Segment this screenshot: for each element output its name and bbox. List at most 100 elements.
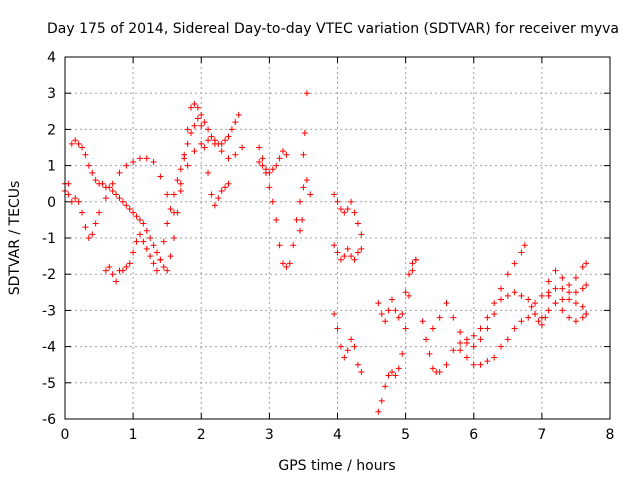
data-point [545, 292, 552, 299]
data-point [297, 198, 304, 205]
data-point [463, 339, 470, 346]
data-point [147, 253, 154, 260]
data-point [348, 336, 355, 343]
data-point [153, 267, 160, 274]
data-point [344, 245, 351, 252]
data-point [457, 347, 464, 354]
data-point [85, 235, 92, 241]
data-point [269, 166, 276, 173]
data-point [167, 206, 174, 213]
grid-layer [65, 57, 610, 419]
data-point [351, 256, 358, 263]
data-point [283, 263, 290, 270]
data-point [358, 231, 365, 238]
data-point [225, 155, 232, 162]
data-point [491, 311, 498, 318]
data-point [286, 260, 293, 267]
series-track-C [102, 115, 232, 285]
data-point [225, 180, 232, 187]
data-point [82, 224, 89, 231]
data-point [470, 361, 477, 368]
x-tick-label: 6 [469, 427, 478, 443]
series-track-I [331, 311, 365, 375]
data-point [426, 350, 433, 357]
tick-label-layer: 0 1 2 3 4 5 6 7 8 4 3 2 1 0 -1 -2 -3 -4 -5 -6 [42, 50, 614, 443]
data-point [552, 285, 559, 292]
data-point [399, 311, 406, 318]
data-point [457, 329, 464, 336]
data-point [273, 216, 280, 223]
data-point [211, 202, 218, 209]
data-point [113, 191, 120, 198]
data-point [177, 187, 184, 194]
data-point [331, 191, 338, 198]
x-axis-label: GPS time / hours [278, 458, 395, 474]
data-point [147, 235, 154, 241]
data-point [276, 155, 283, 162]
data-point [150, 158, 157, 165]
data-point [491, 354, 498, 361]
data-point [389, 296, 395, 303]
y-tick-label: -6 [42, 412, 56, 428]
data-point [354, 249, 361, 256]
data-point [102, 267, 109, 274]
data-point [188, 130, 195, 137]
y-tick-label: 2 [47, 122, 56, 138]
data-point [194, 115, 201, 122]
data-point [75, 140, 82, 147]
x-tick-label: 4 [333, 427, 342, 443]
data-point [301, 130, 308, 137]
data-point [303, 90, 310, 97]
data-point [123, 162, 130, 169]
data-point [116, 195, 123, 202]
data-point [389, 368, 395, 375]
data-point [126, 260, 133, 267]
data-point [299, 216, 306, 223]
data-point [378, 311, 385, 318]
data-point [65, 191, 72, 198]
data-point [191, 101, 198, 108]
series-track-D [256, 144, 314, 270]
data-point [215, 195, 222, 202]
data-point [102, 195, 109, 202]
data-point [392, 307, 399, 314]
data-point [382, 383, 389, 390]
data-point [392, 372, 399, 379]
data-point [300, 184, 307, 191]
data-point [273, 162, 280, 169]
data-point [99, 180, 106, 187]
data-point [528, 303, 535, 310]
data-point [334, 249, 341, 256]
data-point [208, 191, 215, 198]
data-point [143, 227, 150, 234]
data-point [395, 365, 402, 372]
chart-title: Day 175 of 2014, Sidereal Day-to-day VTE… [47, 21, 619, 37]
data-point [331, 311, 338, 318]
data-point [232, 151, 239, 158]
data-point [218, 140, 225, 147]
data-point [559, 274, 566, 281]
data-point [443, 361, 450, 368]
data-point [198, 111, 205, 118]
data-point [504, 271, 511, 278]
data-point [382, 318, 389, 325]
data-point [109, 271, 116, 278]
data-point [572, 300, 579, 307]
data-point [188, 104, 195, 111]
data-point [259, 162, 266, 169]
series-track-J [375, 256, 419, 415]
data-point [450, 347, 457, 354]
data-point [334, 325, 341, 332]
data-point [89, 231, 96, 238]
data-point [498, 285, 504, 292]
data-point [498, 296, 504, 303]
data-point [344, 206, 351, 213]
data-point [116, 169, 123, 176]
y-tick-label: 0 [47, 195, 56, 211]
data-point [525, 314, 532, 321]
data-point [402, 325, 409, 332]
data-point [140, 238, 147, 245]
data-point [341, 253, 348, 260]
data-point [164, 267, 171, 274]
